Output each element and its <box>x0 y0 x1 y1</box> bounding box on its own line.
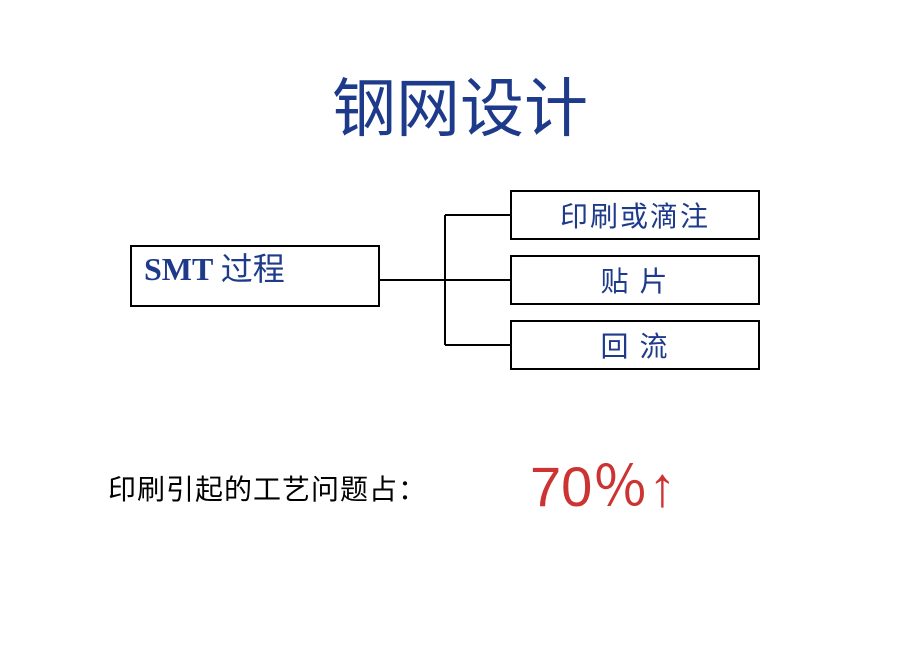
connector-lines <box>0 0 920 652</box>
slide: 钢网设计 SMT 过程 印刷或滴注 贴 片 回 流 印刷引起的工艺问题占： 70… <box>0 0 920 652</box>
stat-label: 印刷引起的工艺问题占： <box>108 468 427 508</box>
stat-value: 70％↑ <box>530 442 676 523</box>
